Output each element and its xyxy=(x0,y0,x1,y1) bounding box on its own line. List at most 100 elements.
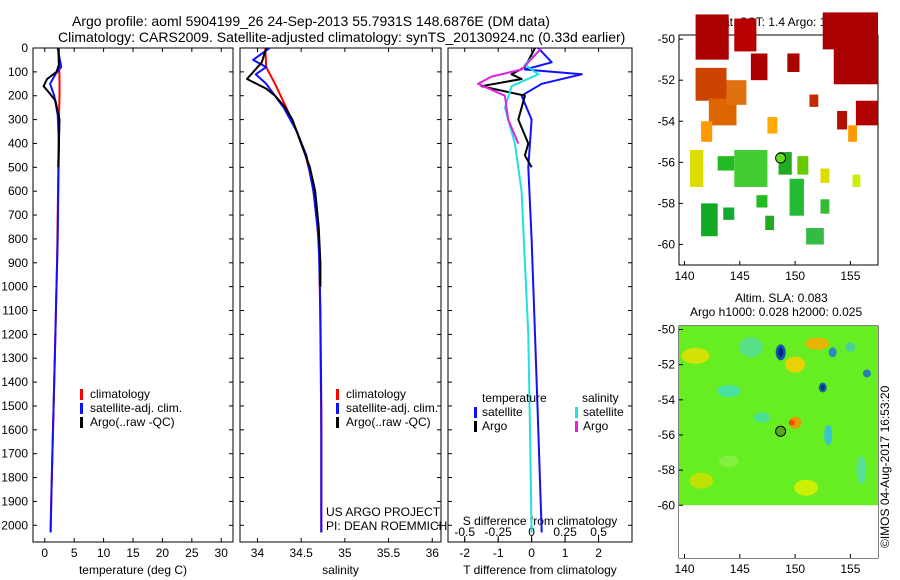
watermark: ©IMOS 04-Aug-2017 16:53:20 xyxy=(878,385,892,548)
series-lines xyxy=(42,47,63,533)
y-tick-label: 100 xyxy=(8,65,28,79)
sla-blob xyxy=(794,479,819,496)
map-x-tick-label: 145 xyxy=(730,269,750,283)
map-y-tick-label: -56 xyxy=(658,155,676,169)
sst-cell xyxy=(717,156,735,171)
sla-blob xyxy=(785,356,806,373)
x-tick-label: -1 xyxy=(493,546,504,560)
y-tick-label: 1400 xyxy=(1,375,28,389)
y-tick-label: 1500 xyxy=(1,399,28,413)
x-axis-label-top: S difference from climatology xyxy=(463,514,618,528)
credit-line-2: PI: DEAN ROEMMICH xyxy=(326,519,447,533)
x-axis-label: salinity xyxy=(322,563,359,577)
legend-swatch xyxy=(80,417,83,428)
map-y-tick-label: -60 xyxy=(658,498,676,512)
map-y-tick-label: -52 xyxy=(658,73,676,87)
sst-cell xyxy=(765,215,775,231)
legend-label: satellite xyxy=(482,405,523,419)
y-tick-label: 1000 xyxy=(1,280,28,294)
series-lines xyxy=(246,47,323,533)
s-tick-label: 0.5 xyxy=(590,525,607,539)
sst-cell xyxy=(701,121,713,142)
map-y-tick-label: -50 xyxy=(658,323,676,337)
series-line-2 xyxy=(42,47,61,168)
sla-blob xyxy=(820,384,825,391)
sla-blob xyxy=(789,416,802,429)
float-position-marker xyxy=(775,425,787,437)
legend-header: temperature xyxy=(482,391,547,405)
sla-blob xyxy=(824,424,833,445)
legend-swatch xyxy=(474,407,477,418)
sla-title-line-1: Altim. SLA: 0.083 xyxy=(735,291,828,305)
y-tick-label: 1700 xyxy=(1,447,28,461)
map-y-tick-label: -56 xyxy=(658,428,676,442)
y-tick-label: 200 xyxy=(8,89,28,103)
legend-swatch xyxy=(575,421,578,432)
sst-cell xyxy=(750,53,768,81)
map-x-tick-label: 155 xyxy=(840,562,860,576)
series-line-2 xyxy=(503,47,543,533)
x-tick-label: 20 xyxy=(156,546,170,560)
y-tick-label: 2000 xyxy=(1,518,28,532)
sst-cell xyxy=(848,125,857,142)
sst-cell xyxy=(789,178,804,216)
x-tick-label: 30 xyxy=(215,546,229,560)
legend-label: climatology xyxy=(346,387,406,401)
sla-no-data xyxy=(679,505,878,558)
salinity-panel: 34 34.5 35 35.5 36 salinity climatologysatelli… xyxy=(239,47,442,577)
sla-blob xyxy=(856,456,867,485)
x-tick-label: 0 xyxy=(528,546,535,560)
legend-swatch xyxy=(80,403,83,414)
y-tick-label: 1200 xyxy=(1,327,28,341)
x-tick-label: 25 xyxy=(185,546,199,560)
map-y-tick-label: -50 xyxy=(658,32,676,46)
legend-label: satellite-adj. clim. xyxy=(346,401,438,415)
sst-cell xyxy=(701,203,718,237)
legend-label: Argo xyxy=(482,419,508,433)
sst-cell xyxy=(855,100,878,126)
credit-line-1: US ARGO PROJECT xyxy=(326,505,441,519)
x-tick-label: 0 xyxy=(41,546,48,560)
sla-field xyxy=(679,326,878,558)
y-tick-label: 700 xyxy=(8,208,28,222)
series-line-1 xyxy=(49,47,63,533)
plot-frame xyxy=(32,47,234,543)
sst-cell xyxy=(837,110,848,130)
sla-blob xyxy=(778,347,784,358)
sst-cell xyxy=(726,80,747,105)
legend-swatch xyxy=(80,389,83,400)
s-tick-label: -0.25 xyxy=(485,525,513,539)
sst-cell xyxy=(723,207,735,220)
x-axis-label: temperature (deg C) xyxy=(79,563,187,577)
x-tick-label: 5 xyxy=(71,546,78,560)
sla-blob xyxy=(689,472,714,489)
map-x-tick-label: 150 xyxy=(785,269,805,283)
sla-blob xyxy=(718,455,739,468)
map-y-tick-label: -58 xyxy=(658,463,676,477)
map-x-tick-label: 155 xyxy=(840,269,860,283)
map-y-tick-label: -58 xyxy=(658,196,676,210)
sst-cell xyxy=(734,150,768,187)
sst-cell xyxy=(690,150,704,187)
y-tick-label: 1300 xyxy=(1,351,28,365)
y-tick-label: 900 xyxy=(8,256,28,270)
map-x-tick-label: 140 xyxy=(675,562,695,576)
series-lines xyxy=(477,47,583,533)
y-tick-label: 1800 xyxy=(1,471,28,485)
sla-blob xyxy=(738,337,763,358)
y-tick-label: 800 xyxy=(8,232,28,246)
map-x-tick-label: 150 xyxy=(785,562,805,576)
map-y-tick-label: -52 xyxy=(658,358,676,372)
sst-cell xyxy=(767,117,778,134)
x-axis-label: T difference from climatology xyxy=(463,563,617,577)
difference-panel: -2 -1 0 1 2-0.5 -0.25 0 0.25 0.5S difference fro… xyxy=(447,47,633,577)
sla-blob xyxy=(862,369,871,378)
sst-cell xyxy=(820,168,830,183)
x-tick-label: 34.5 xyxy=(289,546,313,560)
x-tick-label: 36 xyxy=(426,546,440,560)
x-tick-label: 34 xyxy=(251,546,265,560)
sla-blob xyxy=(753,412,770,423)
legend-swatch xyxy=(575,407,578,418)
map-y-tick-label: -54 xyxy=(658,393,676,407)
map-x-tick-label: 145 xyxy=(730,562,750,576)
